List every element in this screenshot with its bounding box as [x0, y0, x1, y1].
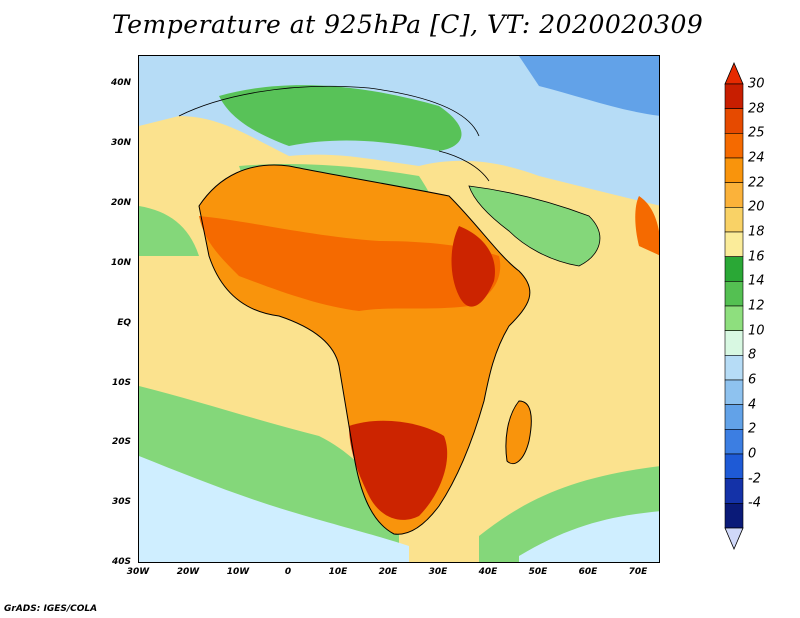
- lat-tick-20n: 20N: [110, 198, 131, 208]
- colorbar-segment: [724, 404, 744, 430]
- lon-tick-30w: 30W: [126, 567, 150, 577]
- colorbar-label: 16: [748, 249, 765, 265]
- colorbar-segment: [724, 182, 744, 208]
- temperature-field: [139, 56, 659, 562]
- colorbar-label: 2: [748, 421, 757, 437]
- colorbar-label: -4: [748, 495, 761, 511]
- colorbar-label: 0: [748, 446, 757, 462]
- colorbar-segment: [724, 355, 744, 381]
- map-title: Temperature at 925hPa [C], VT: 202002030…: [112, 10, 704, 39]
- colorbar-label: 18: [748, 224, 765, 240]
- colorbar-segment: [724, 108, 744, 134]
- lon-tick-20w: 20W: [176, 567, 200, 577]
- colorbar-segment: [724, 305, 744, 331]
- lon-tick-10e: 10E: [328, 567, 348, 577]
- east-africa-hot-region: [451, 226, 495, 307]
- mediterranean-green: [219, 85, 462, 151]
- colorbar-segment: [724, 478, 744, 504]
- colorbar-segment: [724, 281, 744, 307]
- colorbar-label: 22: [748, 175, 765, 191]
- colorbar-segment: [724, 330, 744, 356]
- colorbar-top-triangle: [724, 62, 744, 85]
- lon-tick-10w: 10W: [226, 567, 250, 577]
- madagascar-coastline: [505, 400, 532, 465]
- africa-coastline: [198, 164, 531, 535]
- lon-tick-50e: 50E: [528, 567, 548, 577]
- colorbar-segment: [724, 453, 744, 479]
- colorbar-segment: [724, 256, 744, 282]
- colorbar-segment: [724, 83, 744, 109]
- north-cold-region: [519, 56, 659, 116]
- colorbar-segment: [724, 379, 744, 405]
- colorbar-label: 8: [748, 347, 757, 363]
- madagascar-warm: [505, 401, 532, 464]
- lat-tick-20s: 20S: [111, 437, 131, 447]
- temperature-map: [138, 55, 660, 563]
- colorbar-bottom-triangle: [724, 527, 744, 550]
- lat-tick-eq: EQ: [117, 318, 131, 328]
- colorbar-segment: [724, 133, 744, 159]
- colorbar-label: 28: [748, 101, 765, 117]
- grads-credit: GrADS: IGES/COLA: [4, 604, 98, 614]
- lat-tick-10s: 10S: [111, 378, 131, 388]
- sahel-hot-band: [199, 216, 501, 311]
- colorbar-label: 10: [748, 323, 765, 339]
- colorbar-label: 6: [748, 372, 757, 388]
- lon-tick-60e: 60E: [578, 567, 598, 577]
- lon-tick-40e: 40E: [478, 567, 498, 577]
- colorbar-segment: [724, 231, 744, 257]
- colorbar-label: 12: [748, 298, 765, 314]
- colorbar-label: 24: [748, 150, 765, 166]
- lon-tick-20e: 20E: [378, 567, 398, 577]
- south-indian-cold-band: [519, 511, 659, 562]
- colorbar: [724, 62, 744, 550]
- colorbar-label: -2: [748, 471, 761, 487]
- southern-africa-hot-region: [349, 420, 448, 520]
- colorbar-segment: [724, 157, 744, 183]
- colorbar-segment: [724, 429, 744, 455]
- lat-tick-30s: 30S: [111, 497, 131, 507]
- colorbar-segment: [724, 503, 744, 529]
- colorbar-label: 14: [748, 273, 765, 289]
- lat-tick-40n: 40N: [110, 78, 131, 88]
- colorbar-label: 4: [748, 397, 757, 413]
- colorbar-label: 25: [748, 125, 765, 141]
- lat-tick-40s: 40S: [111, 557, 131, 567]
- europe-coastline: [178, 85, 490, 182]
- south-atlantic-cold-band: [139, 456, 409, 562]
- arabia-cool: [469, 186, 600, 266]
- lat-tick-30n: 30N: [110, 138, 131, 148]
- india-warm: [635, 196, 659, 256]
- lon-tick-30e: 30E: [428, 567, 448, 577]
- colorbar-label: 30: [748, 76, 765, 92]
- arabia-coastline: [468, 185, 601, 267]
- colorbar-segment: [724, 207, 744, 233]
- west-atlantic-green: [139, 206, 199, 256]
- lat-tick-10n: 10N: [110, 258, 131, 268]
- colorbar-label: 20: [748, 199, 765, 215]
- lon-tick-0: 0: [284, 567, 292, 577]
- lon-tick-70e: 70E: [628, 567, 648, 577]
